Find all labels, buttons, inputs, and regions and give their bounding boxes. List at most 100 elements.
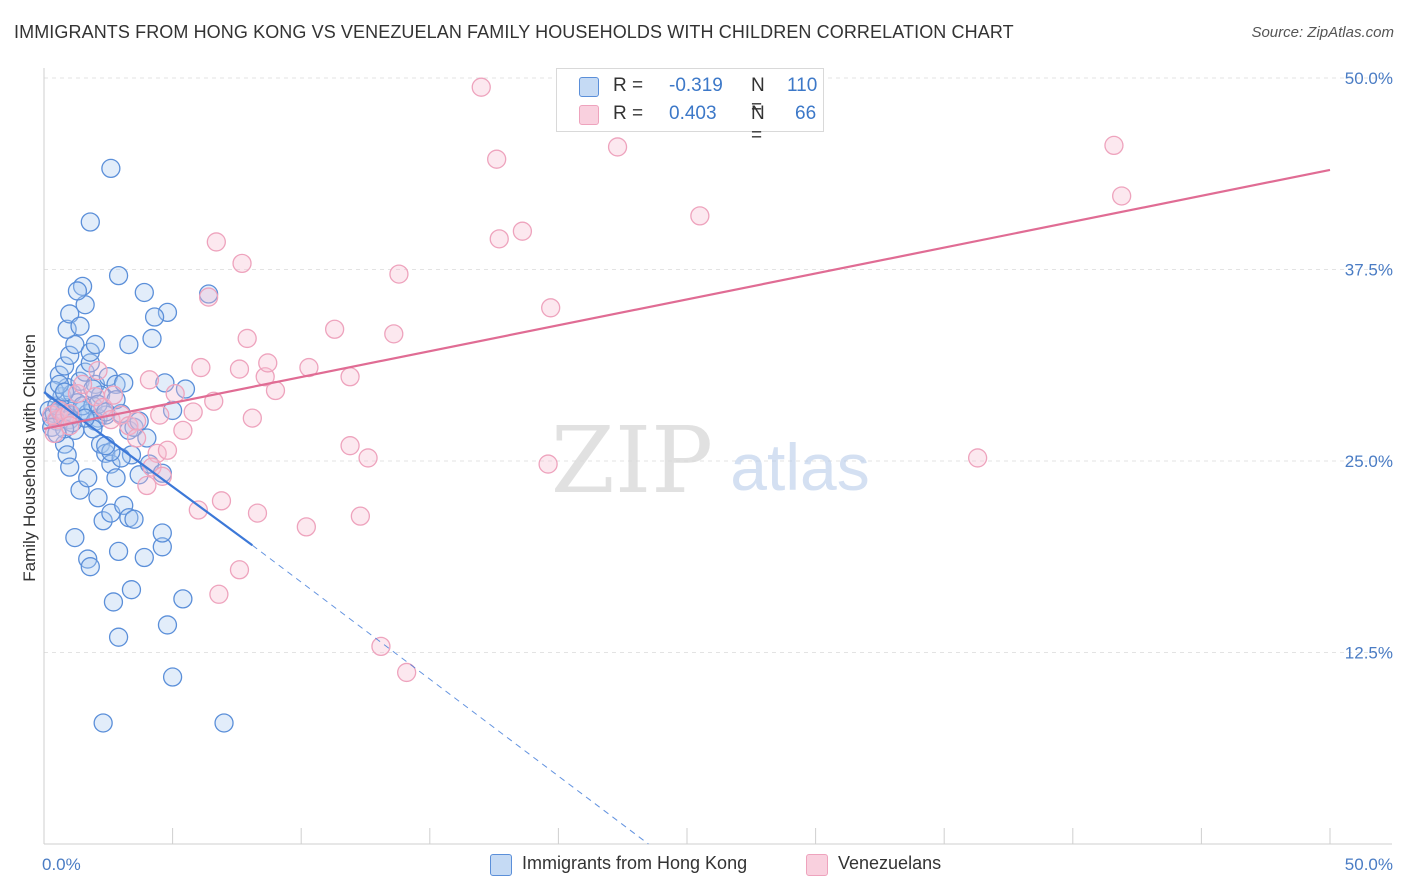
n-label: N = xyxy=(751,75,765,118)
data-point xyxy=(173,420,193,441)
watermark-zip: ZIP xyxy=(551,407,713,514)
n-label: N = xyxy=(751,103,765,146)
data-point xyxy=(150,405,170,425)
data-point xyxy=(152,523,172,543)
data-point xyxy=(229,359,250,379)
data-point xyxy=(232,253,252,274)
data-point xyxy=(124,509,144,529)
watermark: ZIP atlas xyxy=(551,407,870,514)
trend-line-blue xyxy=(43,391,253,547)
data-point xyxy=(541,298,561,318)
trend-line-pink xyxy=(43,168,1331,430)
data-point xyxy=(247,503,268,523)
data-point xyxy=(165,383,185,404)
n-value: 66 xyxy=(795,103,817,124)
source-label: Source: ZipAtlas.com xyxy=(1251,24,1394,41)
tick-labels: 12.5% 25.0% 37.5% 50.0% 0.0% 50.0% xyxy=(42,69,1393,874)
y-tick-label: 12.5% xyxy=(1345,644,1393,663)
data-point xyxy=(137,428,157,448)
data-point xyxy=(607,137,628,157)
data-point xyxy=(204,391,224,411)
data-point xyxy=(96,436,116,456)
data-point xyxy=(206,232,226,252)
gridlines xyxy=(44,77,1392,653)
chart-title: IMMIGRANTS FROM HONG KONG VS VENEZUELAN … xyxy=(14,22,1014,42)
data-point xyxy=(72,374,93,395)
data-point xyxy=(44,423,64,444)
data-point xyxy=(108,541,129,562)
data-point xyxy=(134,282,154,303)
y-tick-label: 37.5% xyxy=(1345,261,1393,280)
data-point xyxy=(65,527,85,548)
data-point xyxy=(137,475,157,496)
data-point xyxy=(70,316,90,336)
data-point xyxy=(108,627,129,647)
data-point xyxy=(340,367,360,387)
data-point xyxy=(93,511,113,531)
data-point xyxy=(1112,186,1132,206)
data-point xyxy=(175,379,196,399)
legend-label: Immigrants from Hong Kong xyxy=(522,853,748,873)
data-point xyxy=(487,149,507,169)
y-tick-label: 50.0% xyxy=(1345,69,1393,88)
data-point xyxy=(214,713,234,733)
data-point xyxy=(60,457,80,477)
data-point xyxy=(139,370,160,390)
blue-swatch xyxy=(490,854,512,876)
data-point xyxy=(134,547,154,568)
x-tick-label: 0.0% xyxy=(42,855,81,874)
blue-swatch xyxy=(579,77,599,97)
data-point xyxy=(350,506,371,526)
data-point xyxy=(78,468,98,488)
data-point xyxy=(119,334,139,355)
data-point xyxy=(183,402,203,422)
n-value: 110 xyxy=(787,75,818,96)
data-point xyxy=(60,304,80,324)
data-point xyxy=(157,440,178,460)
data-point xyxy=(358,448,378,468)
data-point xyxy=(242,408,262,428)
data-point xyxy=(67,281,88,301)
trend-line-extension xyxy=(252,544,649,845)
r-label: R = xyxy=(613,75,644,96)
data-point xyxy=(144,307,165,327)
series-legend: Immigrants from Hong Kong Venezuelans xyxy=(0,852,1406,878)
data-point xyxy=(126,428,147,448)
data-point xyxy=(967,448,988,468)
data-point xyxy=(512,221,533,241)
data-point xyxy=(85,334,106,355)
data-point xyxy=(103,592,124,612)
data-point xyxy=(397,662,417,683)
data-point xyxy=(108,265,129,286)
data-point xyxy=(80,353,100,373)
axes xyxy=(43,68,1392,845)
data-point xyxy=(106,468,126,488)
data-point xyxy=(211,491,232,511)
data-point xyxy=(126,411,147,431)
pink-swatch xyxy=(806,854,828,876)
data-point xyxy=(65,334,85,355)
r-value: 0.403 xyxy=(669,103,717,124)
data-point xyxy=(78,549,98,569)
correlation-legend: R = -0.319 N = 110 R = 0.403 N = 66 xyxy=(556,68,824,146)
series-pink xyxy=(42,77,1132,683)
data-point xyxy=(101,442,121,462)
data-point xyxy=(296,517,316,537)
points xyxy=(39,77,1132,733)
data-point xyxy=(54,356,75,376)
data-point xyxy=(152,537,172,557)
data-point xyxy=(258,353,278,373)
data-point xyxy=(324,319,345,339)
data-point xyxy=(489,229,509,249)
trend-lines xyxy=(43,168,1331,845)
r-label: R = xyxy=(613,103,644,124)
data-point xyxy=(471,77,491,97)
data-point xyxy=(173,589,193,609)
data-point xyxy=(114,495,134,516)
data-point xyxy=(340,436,360,456)
data-point xyxy=(389,264,409,284)
data-point xyxy=(371,636,391,657)
data-point xyxy=(83,379,103,399)
data-point xyxy=(121,580,142,600)
